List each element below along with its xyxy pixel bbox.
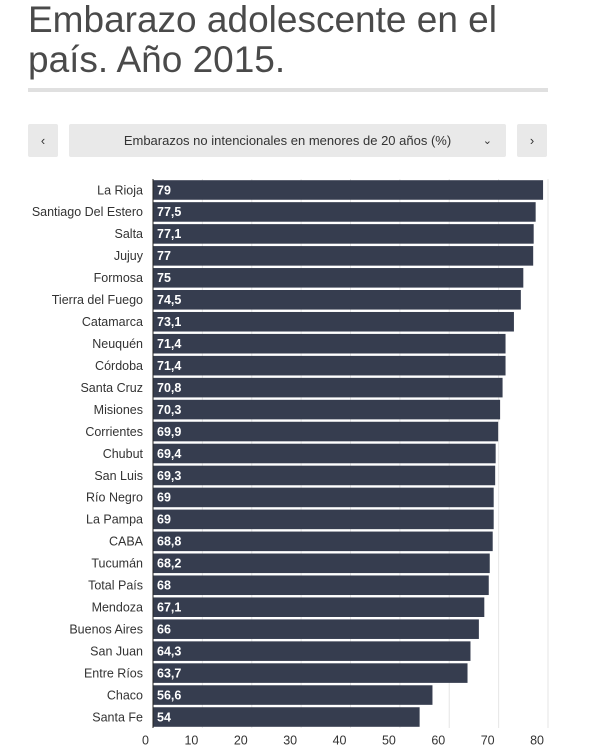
x-tick-label: 30 xyxy=(283,733,297,747)
y-tick-label: La Pampa xyxy=(86,513,143,527)
value-label: 75 xyxy=(157,271,171,285)
value-label: 56,6 xyxy=(157,688,181,702)
x-tick-label: 20 xyxy=(234,733,248,747)
x-tick-label: 10 xyxy=(184,733,198,747)
bar xyxy=(153,224,534,244)
value-label: 77,5 xyxy=(157,205,181,219)
bar xyxy=(153,619,479,639)
value-label: 69,4 xyxy=(157,447,181,461)
value-label: 67,1 xyxy=(157,601,181,615)
y-tick-label: Santa Fe xyxy=(92,710,143,724)
value-label: 70,3 xyxy=(157,403,181,417)
bar xyxy=(153,311,514,332)
value-label: 71,4 xyxy=(157,337,181,351)
x-tick-label: 0 xyxy=(142,733,149,747)
selector[interactable]: Embarazos no intencionales en menores de… xyxy=(69,124,506,157)
bar xyxy=(153,355,506,376)
bar xyxy=(153,575,489,596)
title: Embarazo adolescente en el país. Año 201… xyxy=(28,0,497,80)
bar xyxy=(153,531,493,552)
bar xyxy=(153,399,501,420)
y-tick-label: Catamarca xyxy=(82,315,143,329)
y-tick-label: Formosa xyxy=(94,271,143,285)
y-tick-label: Mendoza xyxy=(92,601,143,615)
bar xyxy=(153,641,471,661)
y-tick-label: Santiago Del Estero xyxy=(32,205,143,219)
y-tick-label: CABA xyxy=(109,535,144,549)
bar xyxy=(153,597,485,617)
y-tick-label: Jujuy xyxy=(114,249,144,263)
bar xyxy=(153,290,521,310)
y-tick-label: Total País xyxy=(88,579,143,593)
y-tick-label: Neuquén xyxy=(92,337,143,351)
value-label: 66 xyxy=(157,622,171,636)
y-tick-label: San Luis xyxy=(94,469,143,483)
bar xyxy=(153,333,506,354)
bar xyxy=(153,663,468,683)
y-tick-label: Santa Cruz xyxy=(80,381,143,395)
value-label: 77 xyxy=(157,249,171,263)
x-tick-label: 70 xyxy=(481,733,495,747)
value-label: 64,3 xyxy=(157,644,181,658)
value-label: 63,7 xyxy=(157,666,181,680)
y-tick-label: Chaco xyxy=(107,688,143,702)
y-tick-label: Chubut xyxy=(103,447,144,461)
bar xyxy=(153,443,496,464)
x-tick-label: 80 xyxy=(530,733,544,747)
x-tick-label: 50 xyxy=(382,733,396,747)
y-tick-label: San Juan xyxy=(90,644,143,658)
dropdown-icon: ⌄ xyxy=(482,135,492,147)
value-label: 69 xyxy=(157,513,171,527)
value-label: 68 xyxy=(157,579,171,593)
bar xyxy=(153,246,534,266)
y-tick-label: Entre Ríos xyxy=(84,666,143,680)
bar xyxy=(153,707,420,727)
x-tick-label: 40 xyxy=(333,733,347,747)
bar xyxy=(153,487,494,508)
bar xyxy=(153,465,496,486)
bar xyxy=(153,202,536,222)
bar xyxy=(153,268,524,288)
value-label: 73,1 xyxy=(157,315,181,329)
y-tick-label: Salta xyxy=(115,227,144,241)
y-tick-label: Buenos Aires xyxy=(69,622,143,636)
y-tick-label: Corrientes xyxy=(85,425,143,439)
value-label: 68,8 xyxy=(157,535,181,549)
prev-button[interactable]: ‹ xyxy=(28,124,58,157)
y-tick-label: Córdoba xyxy=(95,359,143,373)
divider xyxy=(28,88,548,92)
value-label: 74,5 xyxy=(157,293,181,307)
value-label: 69 xyxy=(157,491,171,505)
value-label: 77,1 xyxy=(157,227,181,241)
bar xyxy=(153,377,503,398)
bar xyxy=(153,180,544,200)
bar xyxy=(153,685,433,705)
bar xyxy=(153,421,499,442)
y-tick-label: Misiones xyxy=(94,403,143,417)
value-label: 71,4 xyxy=(157,359,181,373)
selector-label: Embarazos no intencionales en menores de… xyxy=(123,133,452,148)
next-button[interactable]: › xyxy=(517,124,547,157)
y-tick-label: La Rioja xyxy=(97,183,143,197)
y-tick-label: Río Negro xyxy=(86,491,143,505)
y-tick-label: Tierra del Fuego xyxy=(52,293,143,307)
bar xyxy=(153,509,494,530)
value-label: 70,8 xyxy=(157,381,181,395)
value-label: 69,3 xyxy=(157,469,181,483)
value-label: 54 xyxy=(157,710,171,724)
y-tick-label: Tucumán xyxy=(91,557,143,571)
value-label: 69,9 xyxy=(157,425,181,439)
value-label: 79 xyxy=(157,183,171,197)
value-label: 68,2 xyxy=(157,557,181,571)
x-tick-label: 60 xyxy=(431,733,445,747)
bar xyxy=(153,553,490,574)
